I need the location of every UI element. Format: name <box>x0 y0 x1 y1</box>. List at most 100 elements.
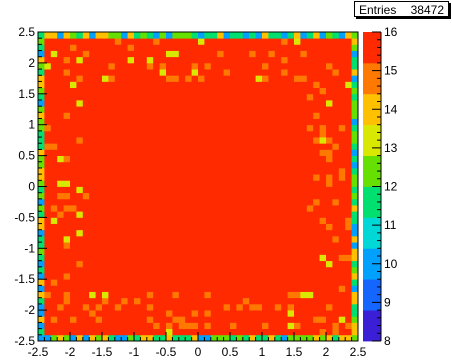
heatmap-cell <box>281 260 288 268</box>
heatmap-cell <box>294 69 301 76</box>
heatmap-cell <box>249 186 256 194</box>
heatmap-cell <box>134 137 141 144</box>
heatmap-cell <box>89 279 96 286</box>
heatmap-cell <box>76 124 84 132</box>
heatmap-cell <box>140 106 148 113</box>
heatmap-cell <box>127 130 135 138</box>
heatmap-cell <box>345 75 352 82</box>
heatmap-cell <box>57 180 64 187</box>
heatmap-cell <box>178 167 186 175</box>
heatmap-cell <box>210 328 218 336</box>
heatmap-cell <box>287 316 295 323</box>
heatmap-cell <box>274 112 282 119</box>
heatmap-cell <box>294 62 301 70</box>
heatmap-cell <box>57 167 64 175</box>
heatmap-cell <box>44 242 52 249</box>
heatmap-cell <box>70 161 77 169</box>
heatmap-cell <box>38 106 45 113</box>
heatmap-cell <box>255 56 263 64</box>
heatmap-cell <box>249 229 256 237</box>
heatmap-cell <box>172 93 180 101</box>
heatmap-cell <box>326 93 333 101</box>
heatmap-cell <box>313 248 320 255</box>
heatmap-cell <box>255 180 263 187</box>
heatmap-cell <box>159 69 167 76</box>
heatmap-cell <box>287 112 295 119</box>
heatmap-cell <box>50 32 58 39</box>
heatmap-cell <box>204 106 212 113</box>
heatmap-cell <box>114 273 122 280</box>
heatmap-cell <box>57 38 64 45</box>
heatmap-cell <box>172 149 180 156</box>
heatmap-cell <box>70 316 77 323</box>
heatmap-cell <box>57 32 64 39</box>
heatmap-cell <box>294 149 301 156</box>
heatmap-cell <box>185 242 192 249</box>
heatmap-cell <box>76 75 84 82</box>
heatmap-cell <box>44 180 52 187</box>
heatmap-cell <box>223 112 231 119</box>
heatmap-cell <box>63 328 71 336</box>
heatmap-cell <box>210 291 218 299</box>
heatmap-cell <box>332 87 340 95</box>
heatmap-cell <box>236 149 244 156</box>
heatmap-cell <box>287 69 295 76</box>
heatmap-cell <box>351 167 359 175</box>
heatmap-cell <box>102 260 109 268</box>
heatmap-cell <box>159 180 167 187</box>
heatmap-cell <box>319 69 327 76</box>
heatmap-cell <box>153 248 160 255</box>
heatmap-cell <box>236 229 244 237</box>
heatmap-cell <box>50 62 58 70</box>
heatmap-cell <box>108 99 116 107</box>
heatmap-cell <box>204 205 212 212</box>
heatmap-cell <box>134 254 141 262</box>
heatmap-cell <box>294 198 301 206</box>
heatmap-cell <box>95 223 103 231</box>
heatmap-cell <box>300 291 308 299</box>
heatmap-cell <box>262 303 269 311</box>
heatmap-cell <box>210 50 218 58</box>
heatmap-cell <box>204 248 212 255</box>
heatmap-cell <box>274 273 282 280</box>
heatmap-cell <box>230 38 237 45</box>
heatmap-cell <box>242 186 250 194</box>
heatmap-cell <box>338 38 346 45</box>
heatmap-cell <box>146 174 154 181</box>
heatmap-cell <box>166 205 173 212</box>
heatmap-cell <box>230 297 237 305</box>
heatmap-cell <box>50 81 58 89</box>
heatmap-cell <box>332 211 340 218</box>
heatmap-cell <box>114 285 122 292</box>
heatmap-cell <box>326 99 333 107</box>
heatmap-cell <box>108 248 116 255</box>
heatmap-cell <box>345 143 352 150</box>
heatmap-cell <box>217 279 224 286</box>
heatmap-cell <box>70 205 77 212</box>
heatmap-cell <box>281 266 288 274</box>
heatmap-cell <box>262 310 269 317</box>
heatmap-cell <box>326 149 333 156</box>
heatmap-cell <box>242 81 250 89</box>
heatmap-cell <box>345 161 352 169</box>
heatmap-cell <box>114 180 122 187</box>
heatmap-cell <box>294 303 301 311</box>
heatmap-cell <box>255 310 263 317</box>
heatmap-cell <box>281 112 288 119</box>
heatmap-cell <box>172 38 180 45</box>
heatmap-cell <box>121 198 128 206</box>
heatmap-cell <box>198 161 205 169</box>
heatmap-cell <box>50 198 58 206</box>
heatmap-cell <box>210 124 218 132</box>
heatmap-cell <box>306 69 314 76</box>
heatmap-cell <box>255 161 263 169</box>
heatmap-cell <box>262 205 269 212</box>
heatmap-cell <box>326 106 333 113</box>
heatmap-cell <box>127 155 135 163</box>
heatmap-cell <box>326 285 333 292</box>
heatmap-cell <box>351 322 359 330</box>
heatmap-cell <box>236 99 244 107</box>
heatmap-cell <box>230 174 237 181</box>
heatmap-cell <box>255 149 263 156</box>
heatmap-cell <box>89 130 96 138</box>
